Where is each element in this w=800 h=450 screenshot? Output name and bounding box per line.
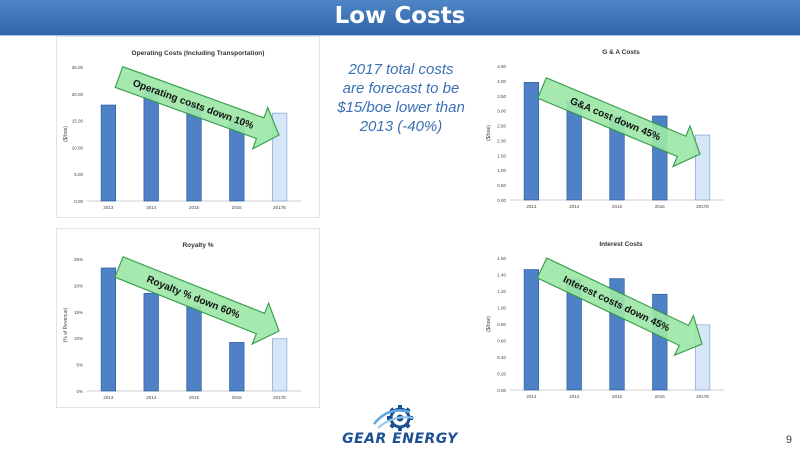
arrow-shape: [536, 257, 703, 357]
x-tick-label: 2013: [103, 395, 114, 400]
x-tick-label: 2017E: [273, 395, 286, 400]
bar-2016: [229, 342, 245, 392]
y-tick-label: 0.60: [497, 339, 506, 344]
slide-title: Low Costs: [334, 3, 466, 29]
y-axis-label: (% of Revenue): [63, 307, 69, 342]
bar-2015: [186, 306, 202, 392]
x-tick-label: 2015: [612, 394, 623, 399]
y-tick-label: 20%: [74, 283, 83, 288]
x-tick-label: 2013: [526, 204, 537, 209]
bar-2013: [100, 267, 117, 392]
x-tick-label: 2016: [232, 395, 243, 400]
x-tick-label: 2014: [146, 205, 157, 210]
x-tick-label: 2017E: [696, 394, 709, 399]
x-tick-label: 2014: [569, 394, 580, 399]
y-tick-label: 0.00: [497, 388, 506, 393]
y-tick-label: 25.00: [72, 65, 84, 70]
bar-2014: [143, 292, 159, 392]
page-number: 9: [785, 434, 792, 446]
y-tick-label: 1.20: [497, 289, 506, 294]
y-tick-label: 1.60: [497, 256, 506, 261]
y-tick-label: 0.40: [497, 355, 506, 360]
chart-svg: G & A Costs ($/boe) 0.00 0.50 1.00 1.50 2.00 2.…: [486, 49, 724, 209]
bar-2015: [186, 105, 202, 202]
x-tick-label: 2015: [612, 204, 623, 209]
bar-2014: [143, 88, 159, 202]
summary-text: 2017 total costs are forecast to be $15/…: [337, 61, 465, 135]
x-tick-label: 2013: [103, 205, 114, 210]
arrow-shape: [114, 256, 280, 346]
y-tick-label: 5%: [76, 363, 83, 368]
y-axis-label: ($/boe): [486, 125, 492, 141]
y-tick-label: 4.00: [497, 79, 506, 84]
y-tick-label: 3.00: [497, 109, 506, 114]
x-tick-label: 2015: [189, 395, 200, 400]
y-tick-label: 0.20: [497, 372, 506, 377]
y-tick-label: 0.00: [74, 199, 83, 204]
y-tick-label: 4.50: [497, 64, 506, 69]
y-tick-label: 5.00: [74, 172, 83, 177]
y-tick-label: 15.00: [72, 119, 84, 124]
logo-text: GEAR ENERGY: [342, 431, 458, 447]
arrow-shape: [536, 77, 701, 168]
x-tick-label: 2017E: [696, 204, 709, 209]
y-tick-label: 2.00: [497, 138, 506, 143]
y-tick-label: 1.00: [497, 306, 506, 311]
chart-title: Operating Costs (Including Transportatio…: [132, 50, 265, 57]
operating-costs-chart: Operating Costs (Including Transportatio…: [56, 36, 320, 218]
y-axis-label: ($/boe): [63, 126, 69, 142]
arrow-shape: [114, 65, 280, 151]
chart-title: G & A Costs: [602, 49, 640, 56]
y-tick-label: 15%: [74, 310, 83, 315]
bar-2013: [523, 82, 540, 201]
chart-svg: Operating Costs (Including Transportatio…: [63, 50, 301, 210]
company-logo: GEAR ENERGY: [335, 405, 465, 450]
x-tick-label: 2016: [655, 394, 666, 399]
y-tick-label: 0%: [76, 389, 83, 394]
x-tick-label: 2016: [655, 204, 666, 209]
royalty-chart: Royalty % (% of Revenue) 0% 5% 10% 15% 20% 25% 2…: [56, 228, 320, 408]
chart-title: Interest Costs: [599, 241, 643, 248]
x-tick-label: 2016: [232, 205, 243, 210]
y-tick-label: 0.00: [497, 198, 506, 203]
chart-title: Royalty %: [182, 242, 213, 249]
y-tick-label: 2.50: [497, 124, 506, 129]
bar-2013: [100, 104, 117, 202]
gear-icon: [373, 405, 415, 431]
interest-costs-chart: Interest Costs ($/boe) 0.00 0.20 0.40 0.60 0.8…: [480, 228, 742, 406]
y-tick-label: 10.00: [72, 145, 84, 150]
x-tick-label: 2014: [569, 204, 580, 209]
y-tick-label: 20.00: [72, 92, 84, 97]
x-tick-label: 2013: [526, 394, 537, 399]
bar-2017E: [271, 338, 288, 392]
title-banner: Low Costs: [0, 0, 800, 36]
ga-costs-chart: G & A Costs ($/boe) 0.00 0.50 1.00 1.50 2.00 2.…: [480, 36, 742, 216]
chart-svg: Interest Costs ($/boe) 0.00 0.20 0.40 0.60 0.8…: [486, 241, 724, 399]
chart-svg: Royalty % (% of Revenue) 0% 5% 10% 15% 20% 25% 2…: [63, 242, 301, 400]
y-tick-label: 0.80: [497, 322, 506, 327]
x-tick-label: 2015: [189, 205, 200, 210]
y-tick-label: 10%: [74, 336, 83, 341]
bar-2016: [652, 293, 668, 391]
y-tick-label: 0.50: [497, 183, 506, 188]
y-tick-label: 3.50: [497, 94, 506, 99]
y-axis-label: ($/boe): [486, 316, 492, 332]
x-tick-label: 2017E: [273, 205, 286, 210]
bar-2013: [523, 269, 540, 391]
y-tick-label: 1.50: [497, 153, 506, 158]
x-tick-label: 2014: [146, 395, 157, 400]
y-tick-label: 25%: [74, 257, 83, 262]
bar-2017E: [694, 134, 711, 201]
y-tick-label: 1.40: [497, 273, 506, 278]
y-tick-label: 1.00: [497, 168, 506, 173]
